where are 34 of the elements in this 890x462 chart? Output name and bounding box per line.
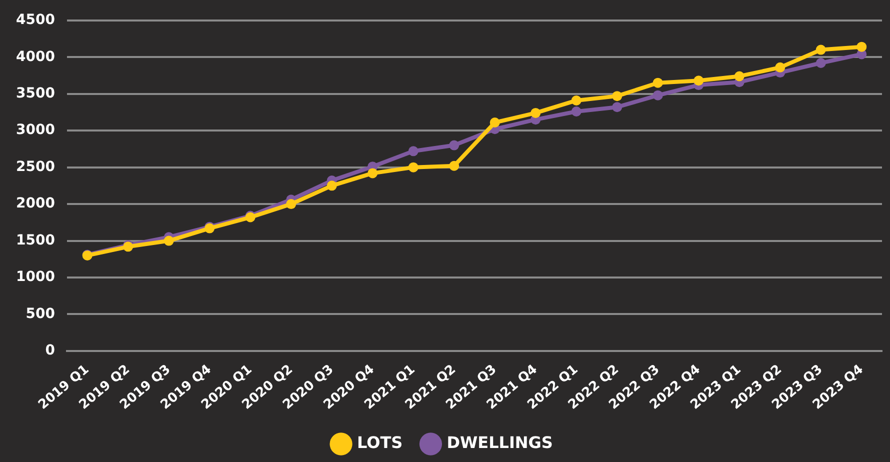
point (571, 95, 582, 106)
point (164, 236, 174, 246)
point (368, 168, 378, 178)
y-tick-label: 4500 (16, 12, 56, 28)
y-tick-label: 0 (45, 342, 56, 359)
point (449, 160, 460, 171)
point (652, 78, 663, 88)
y-tick-label: 3000 (16, 122, 56, 138)
y-tick-label: 2000 (16, 196, 56, 212)
legend-label: LOTS (357, 433, 403, 452)
point (449, 140, 460, 150)
point (612, 91, 622, 102)
y-tick-label: 1000 (16, 269, 56, 286)
point (286, 199, 296, 210)
point (775, 62, 786, 72)
y-tick-label: 500 (26, 306, 56, 322)
y-tick-label: 2500 (16, 158, 56, 175)
point (530, 108, 541, 118)
point (408, 146, 418, 156)
point (490, 118, 500, 128)
y-tick-label: 1500 (16, 232, 56, 248)
point (408, 162, 418, 172)
point (571, 106, 582, 116)
point (856, 42, 867, 52)
y-tick-label: 3500 (16, 86, 56, 102)
point (612, 102, 622, 112)
point (816, 58, 826, 68)
point (326, 180, 337, 191)
point (734, 71, 744, 82)
legend-label: DWELLINGS (446, 433, 553, 452)
point (694, 76, 704, 86)
point (652, 90, 663, 100)
y-tick-label: 4000 (16, 48, 56, 65)
point (816, 44, 826, 55)
